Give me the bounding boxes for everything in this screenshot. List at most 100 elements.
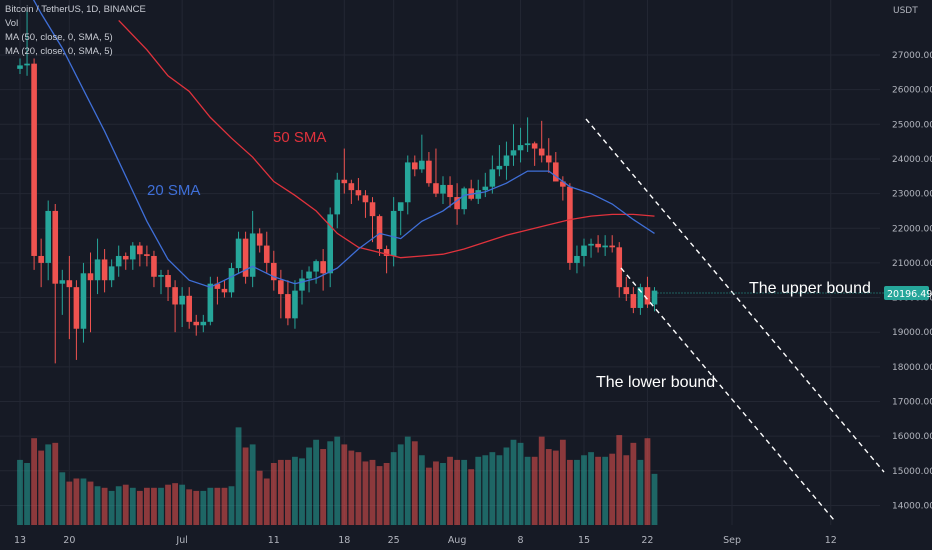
candle-body (454, 197, 460, 210)
volume-bar (397, 444, 404, 525)
candle-body (172, 287, 178, 305)
candle-body (637, 287, 644, 308)
volume-bar (263, 478, 270, 525)
volume-bar (454, 459, 460, 525)
candle-body (545, 155, 552, 163)
volume-bar (122, 484, 129, 525)
volume-bar (637, 459, 644, 525)
candle-body (144, 254, 150, 256)
volume-bar (581, 455, 587, 525)
volume-bar (651, 473, 658, 525)
volume-bar (31, 438, 37, 525)
x-tick-label: 22 (641, 535, 653, 546)
candle-body (31, 63, 37, 256)
volume-bar (369, 459, 376, 525)
candle-body (130, 245, 136, 260)
y-tick-label: 19000.00 (892, 328, 932, 338)
volume-bar (151, 487, 157, 525)
candle-body (122, 255, 129, 260)
candle-body (496, 165, 503, 170)
volume-bar (320, 449, 327, 525)
y-tick-label: 23000.00 (892, 190, 932, 200)
candle-body (553, 162, 559, 182)
currency-label: USDT (893, 6, 918, 16)
volume-bar (249, 444, 256, 525)
candle-body (567, 186, 573, 263)
price-axis[interactable]: 27000.00 26000.00 25000.00 24000.00 23000.00… (892, 51, 932, 511)
volume-bar (595, 456, 601, 525)
candle-body (94, 259, 101, 281)
candle-body (179, 295, 185, 305)
y-tick-label: 26000.00 (892, 86, 932, 96)
ma20-legend[interactable]: MA (20, close, 0, SMA, 5) (5, 46, 113, 57)
candle-body (306, 271, 312, 279)
candle-body (193, 321, 200, 326)
candle-body (101, 259, 108, 281)
lower-bound-label: The lower bound (596, 374, 715, 391)
volume-bar (517, 442, 524, 525)
volume-bar (334, 436, 341, 525)
y-tick-label: 15000.00 (892, 467, 932, 477)
volume-bar (630, 442, 637, 525)
volume-bar (503, 447, 510, 525)
volume-bar (531, 456, 538, 525)
volume-bar (383, 463, 390, 525)
candle-body (602, 245, 608, 248)
candle-body (447, 184, 453, 198)
volume-bar (214, 487, 221, 525)
volume-bar (616, 435, 623, 525)
upper-bound-label: The upper bound (749, 280, 871, 297)
volume-bar (165, 484, 171, 525)
volume-bar (144, 487, 150, 525)
volume-bar (433, 461, 439, 525)
volume-bar (285, 459, 291, 525)
volume-bar (66, 481, 73, 525)
volume-bar (440, 463, 446, 525)
candle-body (560, 181, 566, 187)
volume-bar (418, 455, 425, 525)
volume-bar (524, 456, 531, 525)
candle-body (404, 162, 411, 203)
candle-body (419, 160, 425, 170)
volume-bar (207, 487, 214, 525)
volume-legend[interactable]: Vol (5, 18, 19, 29)
candle-body (595, 243, 601, 248)
candle-body (383, 249, 390, 256)
candle-body (531, 143, 538, 149)
volume-bar (623, 455, 630, 525)
candle-body (17, 65, 23, 69)
volume-bar (313, 439, 319, 525)
volume-bar (24, 463, 30, 525)
volume-bar (80, 478, 87, 525)
ma50-legend[interactable]: MA (50, close, 0, SMA, 5) (5, 32, 113, 43)
volume-bar (186, 489, 193, 525)
x-tick-label: 25 (388, 535, 400, 546)
lower-bound-line (620, 267, 835, 521)
volume-bar (552, 450, 559, 525)
candle-body (221, 288, 228, 293)
x-tick-label: 12 (825, 535, 837, 546)
candle-body (87, 273, 94, 281)
volume-bar (355, 452, 362, 525)
volume-bar (45, 444, 52, 525)
volume-bar (101, 487, 108, 525)
volume-bar (306, 447, 312, 525)
candle-body (151, 255, 157, 277)
time-axis[interactable]: 13 20 Jul 11 18 25 Aug 8 15 22 Sep 12 (14, 535, 837, 546)
volume-bar (270, 463, 277, 525)
y-tick-label: 21000.00 (892, 259, 932, 269)
volume-bar (468, 469, 475, 525)
candle-body (214, 283, 221, 289)
x-tick-label: 11 (268, 535, 280, 546)
volume-bar (87, 481, 94, 525)
volume-bar (221, 487, 228, 525)
volume-bar (115, 486, 122, 525)
volume-bar (129, 487, 136, 525)
chart-title[interactable]: Bitcoin / TetherUS, 1D, BINANCE (5, 4, 146, 15)
candle-body (115, 255, 122, 267)
volume-bar (348, 450, 355, 525)
candle-body (588, 243, 594, 246)
sma50-label: 50 SMA (273, 129, 326, 146)
volume-bar (644, 438, 651, 525)
